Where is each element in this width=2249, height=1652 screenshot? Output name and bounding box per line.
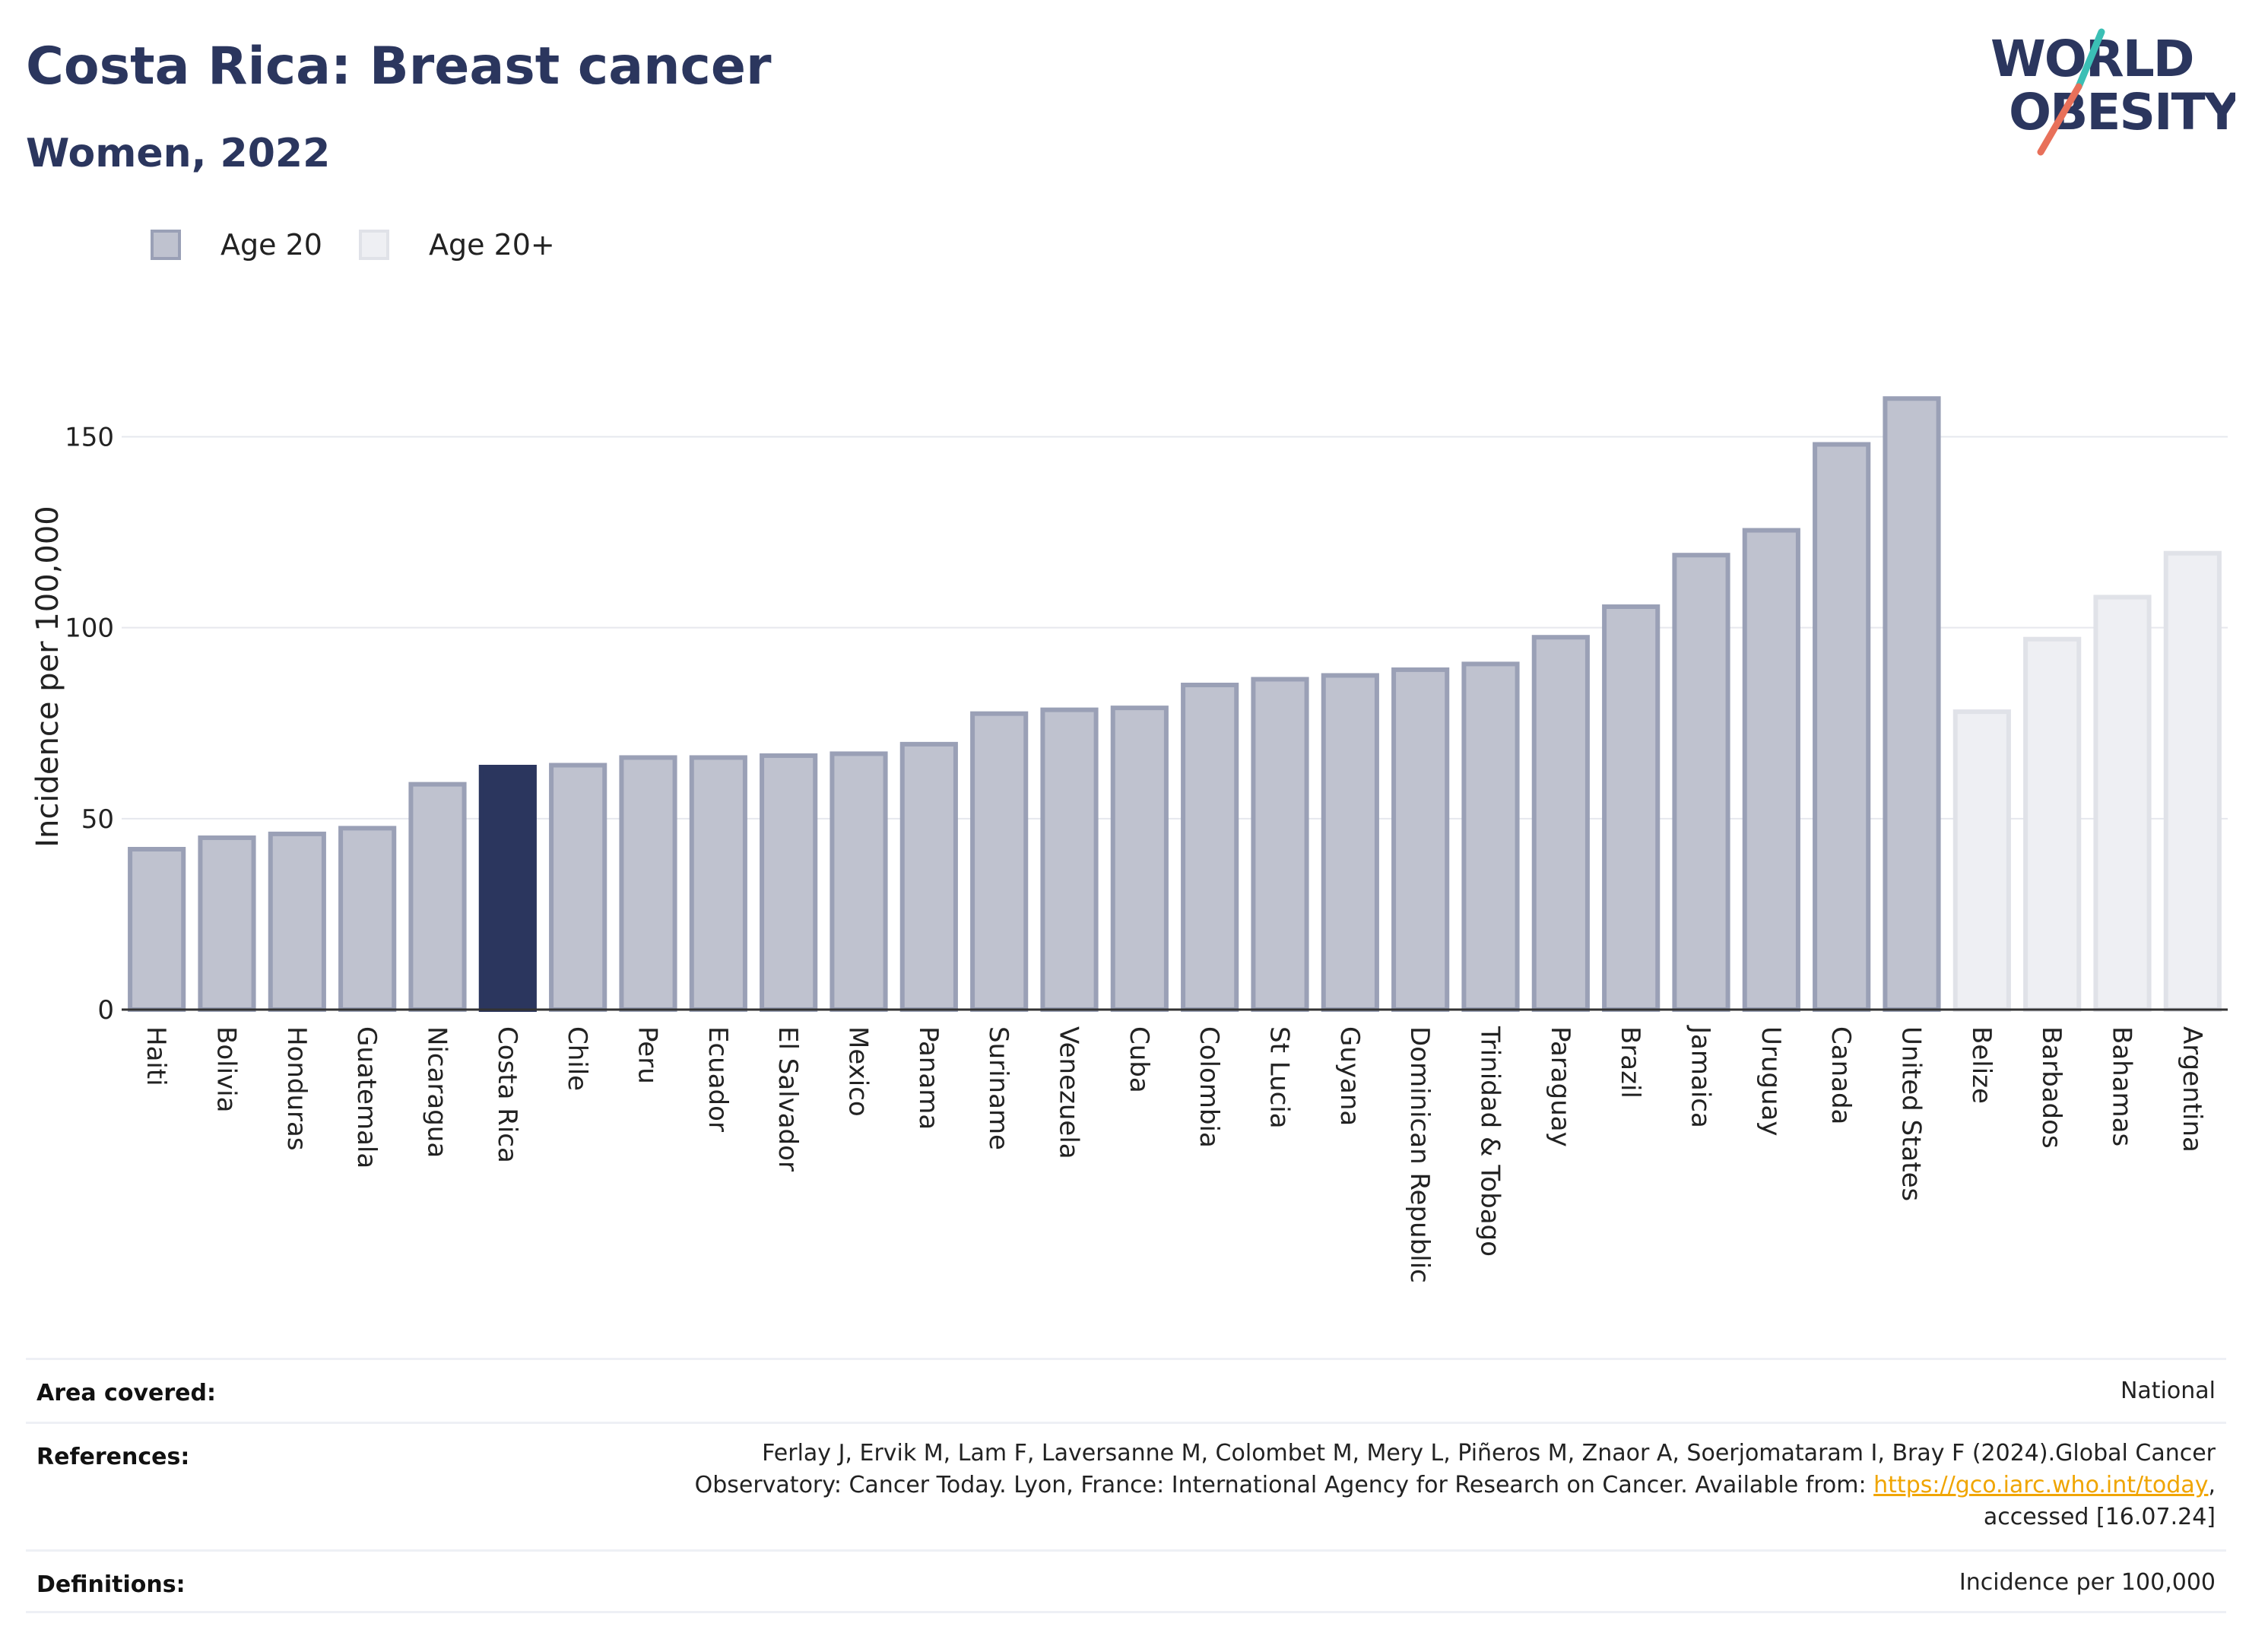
- x-tick-label: Dominican Republic: [1404, 1026, 1435, 1283]
- bar-cuba[interactable]: [1110, 706, 1169, 1012]
- bar-jamaica[interactable]: [1672, 553, 1730, 1012]
- x-tick-label: Venezuela: [1054, 1026, 1084, 1159]
- bars: [122, 396, 2228, 1013]
- definitions-label: Definitions:: [36, 1571, 186, 1598]
- bar-venezuela[interactable]: [1040, 707, 1099, 1012]
- bar-panama[interactable]: [899, 741, 958, 1012]
- x-tick-label: St Lucia: [1264, 1026, 1295, 1129]
- bar-st-lucia[interactable]: [1251, 677, 1309, 1013]
- y-tick-label: 100: [65, 614, 114, 644]
- x-tick-label: Guatemala: [351, 1026, 382, 1168]
- x-tick-label: Colombia: [1194, 1026, 1224, 1148]
- bar-barbados[interactable]: [2023, 636, 2082, 1012]
- references-label: References:: [36, 1444, 190, 1470]
- bar-bolivia[interactable]: [198, 835, 256, 1012]
- info-table: Area covered: National References: Ferla…: [26, 1358, 2226, 1613]
- x-tick-label: Canada: [1826, 1026, 1856, 1124]
- definitions-value: Incidence per 100,000: [1959, 1569, 2216, 1596]
- grid-lines: [122, 436, 2228, 820]
- logo-line2: OBESITY: [2009, 83, 2235, 141]
- bar-uruguay[interactable]: [1742, 528, 1800, 1012]
- bar-canada[interactable]: [1813, 442, 1871, 1013]
- x-tick-label: Cuba: [1124, 1026, 1154, 1093]
- x-tick-label: Trinidad & Tobago: [1475, 1026, 1505, 1257]
- logo-slash-teal: [2075, 28, 2105, 90]
- y-tick-label: 50: [81, 804, 114, 835]
- bar-nicaragua[interactable]: [408, 782, 467, 1012]
- legend-label-age20: Age 20: [220, 228, 322, 262]
- bar-peru[interactable]: [619, 755, 677, 1013]
- x-tick-label: Ecuador: [703, 1026, 733, 1132]
- y-tick-label: 0: [97, 995, 114, 1026]
- y-axis-title: Incidence per 100,000: [30, 506, 65, 848]
- x-tick-label: Costa Rica: [492, 1026, 522, 1163]
- x-tick-label: Paraguay: [1545, 1026, 1575, 1147]
- reference-link[interactable]: https://gco.iarc.who.int/today: [1873, 1472, 2209, 1498]
- x-tick-label: Belize: [1966, 1026, 1997, 1104]
- bar-bahamas[interactable]: [2093, 595, 2152, 1013]
- x-tick-label: Peru: [633, 1026, 663, 1084]
- x-tick-label: Guyana: [1334, 1026, 1365, 1126]
- bar-suriname[interactable]: [970, 711, 1029, 1012]
- bar-haiti[interactable]: [128, 847, 186, 1013]
- bar-chile[interactable]: [549, 763, 607, 1013]
- bar-paraguay[interactable]: [1531, 635, 1590, 1012]
- x-tick-label: Chile: [562, 1026, 592, 1091]
- info-row-references: References: Ferlay J, Ervik M, Lam F, La…: [26, 1422, 2226, 1549]
- x-tick-label: Jamaica: [1686, 1025, 1716, 1128]
- reference-line-3: accessed [16.07.24]: [1983, 1504, 2216, 1530]
- x-tick-label: Bahamas: [2107, 1026, 2137, 1146]
- legend-swatch-age20plus: [359, 230, 389, 260]
- y-tick-labels: 0 50 100 150: [65, 422, 114, 1026]
- legend-label-age20plus: Age 20+: [429, 228, 555, 262]
- x-tick-label: Argentina: [2177, 1026, 2207, 1153]
- reference-line-2-end: ,: [2208, 1472, 2216, 1498]
- x-tick-label: Honduras: [281, 1026, 312, 1151]
- page-title: Costa Rica: Breast cancer: [26, 36, 772, 97]
- bar-guatemala[interactable]: [338, 826, 397, 1012]
- x-tick-label: Barbados: [2036, 1026, 2067, 1149]
- bar-argentina[interactable]: [2163, 550, 2222, 1012]
- bar-costa-rica[interactable]: [478, 765, 537, 1012]
- x-tick-labels: Haiti Bolivia Honduras Guatemala Nicaragua Co…: [141, 1025, 2207, 1283]
- x-tick-label: El Salvador: [772, 1026, 803, 1172]
- area-covered-value: National: [2120, 1378, 2216, 1404]
- bar-brazil[interactable]: [1602, 604, 1661, 1012]
- info-row-definitions: Definitions: Incidence per 100,000: [26, 1549, 2226, 1613]
- x-tick-label: Panama: [913, 1026, 944, 1130]
- bar-chart: 0 50 100 150 Haiti Bolivia Honduras Guatemala N…: [30, 396, 2228, 1283]
- reference-line-2: Observatory: Cancer Today. Lyon, France:…: [695, 1470, 2216, 1501]
- x-tick-label: Nicaragua: [422, 1026, 452, 1158]
- bar-united-states[interactable]: [1883, 396, 1941, 1012]
- bar-mexico[interactable]: [829, 751, 888, 1012]
- bar-colombia[interactable]: [1181, 683, 1239, 1012]
- logo-slash-coral: [2037, 83, 2082, 156]
- x-tick-label: Haiti: [141, 1026, 171, 1086]
- bar-belize[interactable]: [1952, 709, 2011, 1013]
- x-tick-label: Bolivia: [211, 1026, 242, 1112]
- bar-trinidad-tobago[interactable]: [1461, 661, 1520, 1012]
- bar-ecuador[interactable]: [689, 755, 747, 1013]
- x-tick-label: Uruguay: [1756, 1026, 1786, 1137]
- bar-dominican-republic[interactable]: [1391, 667, 1450, 1012]
- page-subtitle: Women, 2022: [26, 131, 331, 176]
- references-value: Ferlay J, Ervik M, Lam F, Laversanne M, …: [695, 1438, 2216, 1533]
- bar-el-salvador[interactable]: [760, 753, 818, 1012]
- x-tick-label: Mexico: [843, 1026, 874, 1117]
- x-tick-label: Brazil: [1615, 1026, 1645, 1099]
- reference-line-1: Ferlay J, Ervik M, Lam F, Laversanne M, …: [762, 1440, 2216, 1467]
- bar-guyana[interactable]: [1321, 673, 1379, 1012]
- y-tick-label: 150: [65, 422, 114, 452]
- bar-honduras[interactable]: [268, 831, 326, 1013]
- area-covered-label: Area covered:: [36, 1380, 216, 1406]
- x-tick-label: United States: [1896, 1026, 1927, 1201]
- world-obesity-logo: WORLD OBESITY: [1990, 28, 2235, 156]
- legend-swatch-age20: [151, 230, 181, 260]
- info-row-area: Area covered: National: [26, 1358, 2226, 1422]
- reference-line-2-text: Observatory: Cancer Today. Lyon, France:…: [694, 1472, 1874, 1498]
- x-tick-label: Suriname: [983, 1026, 1013, 1150]
